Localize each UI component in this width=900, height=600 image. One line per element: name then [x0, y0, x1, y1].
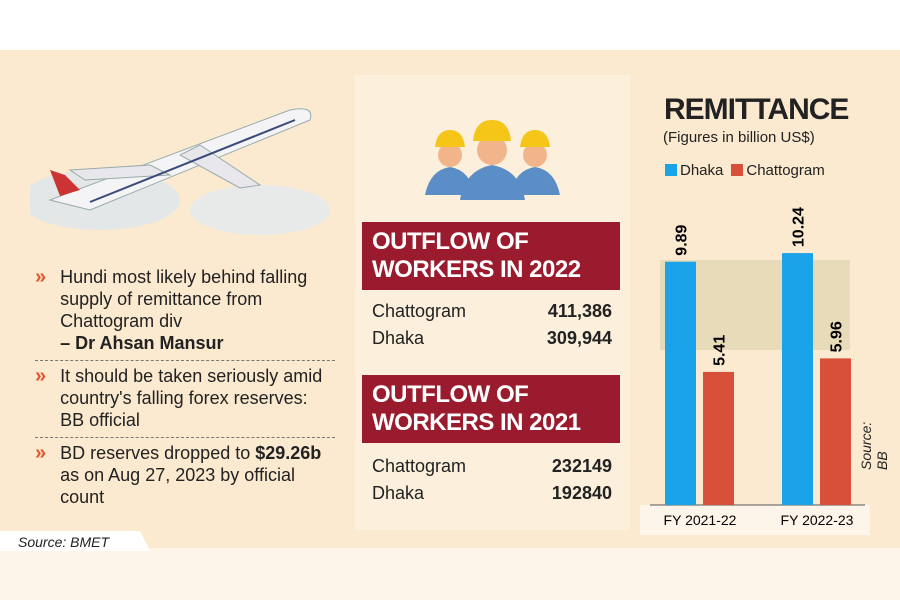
remittance-bar-chart: 9.89 5.41 FY 2021-22 10.24 5.96 FY 2022-23 [640, 207, 870, 535]
data-label: 5.96 [829, 321, 846, 352]
bullet-text: BD reserves dropped to [60, 443, 256, 463]
chevron-icon: » [35, 266, 47, 288]
table-row: Dhaka 192840 [372, 483, 612, 504]
table-row: Dhaka 309,944 [372, 328, 612, 349]
quote-author: – Dr Ahsan Mansur [60, 333, 224, 353]
bullet-item: » Hundi most likely behind falling supply… [35, 262, 335, 361]
row-label: Dhaka [372, 483, 425, 503]
bullet-text: as on Aug 27, 2023 by official count [60, 465, 295, 507]
bullet-text: It should be taken seriously amid countr… [60, 366, 323, 430]
x-tick-label: FY 2022-23 [781, 512, 854, 528]
bullet-item: » BD reserves dropped to $29.26b as on Au… [35, 438, 335, 514]
row-value: 232149 [551, 456, 612, 476]
bullet-item: » It should be taken seriously amid count… [35, 361, 335, 438]
category-axis-band [640, 505, 870, 535]
chart-title: REMITTANCE [664, 93, 849, 126]
airplane-illustration [30, 108, 330, 235]
source-bb: Source: BB [858, 421, 890, 470]
legend-dhaka: Dhaka [665, 162, 723, 179]
bar-dhaka-2 [782, 253, 813, 505]
table-row: Chattogram 232149 [372, 456, 612, 477]
chevron-icon: » [35, 365, 47, 387]
table-row: Chattogram 411,386 [372, 301, 612, 322]
row-value: 411,386 [547, 301, 612, 321]
bar-chattogram-2 [820, 358, 851, 505]
bullet-text: Hundi most likely behind falling supply … [60, 267, 308, 331]
data-label: 10.24 [791, 207, 808, 247]
bar-chattogram-1 [703, 371, 734, 505]
chevron-icon: » [35, 442, 47, 464]
data-label: 9.89 [674, 224, 691, 255]
row-label: Chattogram [372, 456, 467, 476]
bullet-list: » Hundi most likely behind falling supply… [35, 262, 335, 514]
x-tick-label: FY 2021-22 [664, 512, 737, 528]
footer-strip [0, 548, 900, 600]
legend-chattogram: Chattogram [731, 162, 825, 179]
legend: Dhaka Chattogram [665, 162, 825, 179]
data-label: 5.41 [712, 335, 729, 366]
outflow-2022-header: OUTFLOW OF WORKERS IN 2022 [362, 222, 620, 290]
row-value: 192840 [551, 483, 612, 503]
reserve-value: $29.26b [255, 443, 322, 463]
row-label: Dhaka [372, 328, 425, 348]
row-value: 309,944 [546, 328, 612, 348]
outflow-2021-header: OUTFLOW OF WORKERS IN 2021 [362, 375, 620, 443]
bar-dhaka-1 [665, 261, 696, 505]
chart-subtitle: (Figures in billion US$) [663, 129, 815, 146]
row-label: Chattogram [372, 301, 467, 321]
workers-icon [425, 120, 560, 200]
source-bmet: Source: BMET [0, 531, 150, 551]
